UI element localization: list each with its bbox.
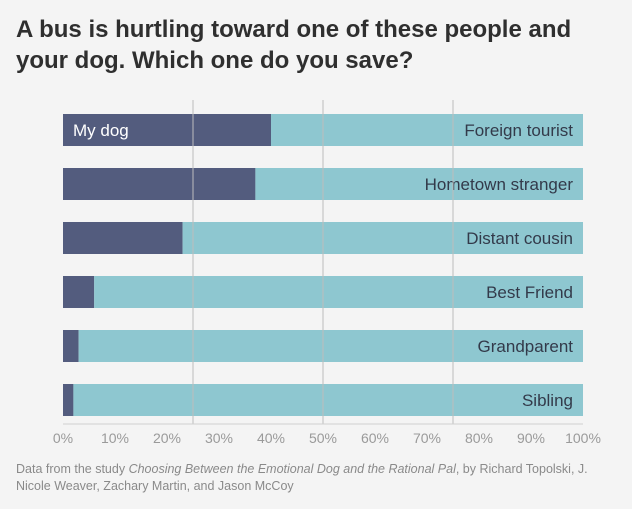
bar-segment-dog: [63, 222, 183, 254]
x-tick-label: 40%: [257, 430, 285, 446]
x-tick-label: 20%: [153, 430, 181, 446]
source-suffix: , by Richard Topolski, J. Nicole Weaver,…: [16, 462, 588, 493]
bar-segment-dog: [63, 114, 271, 146]
bar-segment-dog: [63, 384, 74, 416]
category-label: Best Friend: [486, 283, 573, 302]
x-tick-label: 30%: [205, 430, 233, 446]
x-tick-label: 90%: [517, 430, 545, 446]
chart-title: A bus is hurtling toward one of these pe…: [16, 16, 572, 74]
source-prefix: Data from the study: [16, 462, 129, 476]
category-label: Sibling: [522, 391, 573, 410]
category-label: Foreign tourist: [464, 121, 573, 140]
bar-segment-dog: [63, 330, 79, 362]
bar-segment-person: [78, 330, 583, 362]
bar-segment-person: [73, 384, 584, 416]
x-tick-label: 100%: [565, 430, 601, 446]
bar-segment-dog: [63, 168, 256, 200]
category-label: Distant cousin: [466, 229, 573, 248]
x-tick-label: 50%: [309, 430, 337, 446]
x-tick-label: 80%: [465, 430, 493, 446]
dog-series-label: My dog: [73, 121, 129, 140]
x-tick-label: 10%: [101, 430, 129, 446]
x-tick-label: 0%: [53, 430, 73, 446]
bar-segment-person: [182, 222, 583, 254]
bar-segment-person: [94, 276, 583, 308]
stacked-bar-chart: Foreign tourist Hometown stranger Distant …: [53, 100, 601, 446]
category-label: Grandparent: [478, 337, 574, 356]
category-label: Hometown stranger: [425, 175, 574, 194]
bar-segment-dog: [63, 276, 95, 308]
bar-segment-person: [255, 168, 583, 200]
x-tick-label: 60%: [361, 430, 389, 446]
x-tick-label: 70%: [413, 430, 441, 446]
source-note: Data from the study Choosing Between the…: [16, 461, 616, 495]
source-study-title: Choosing Between the Emotional Dog and t…: [128, 462, 456, 476]
